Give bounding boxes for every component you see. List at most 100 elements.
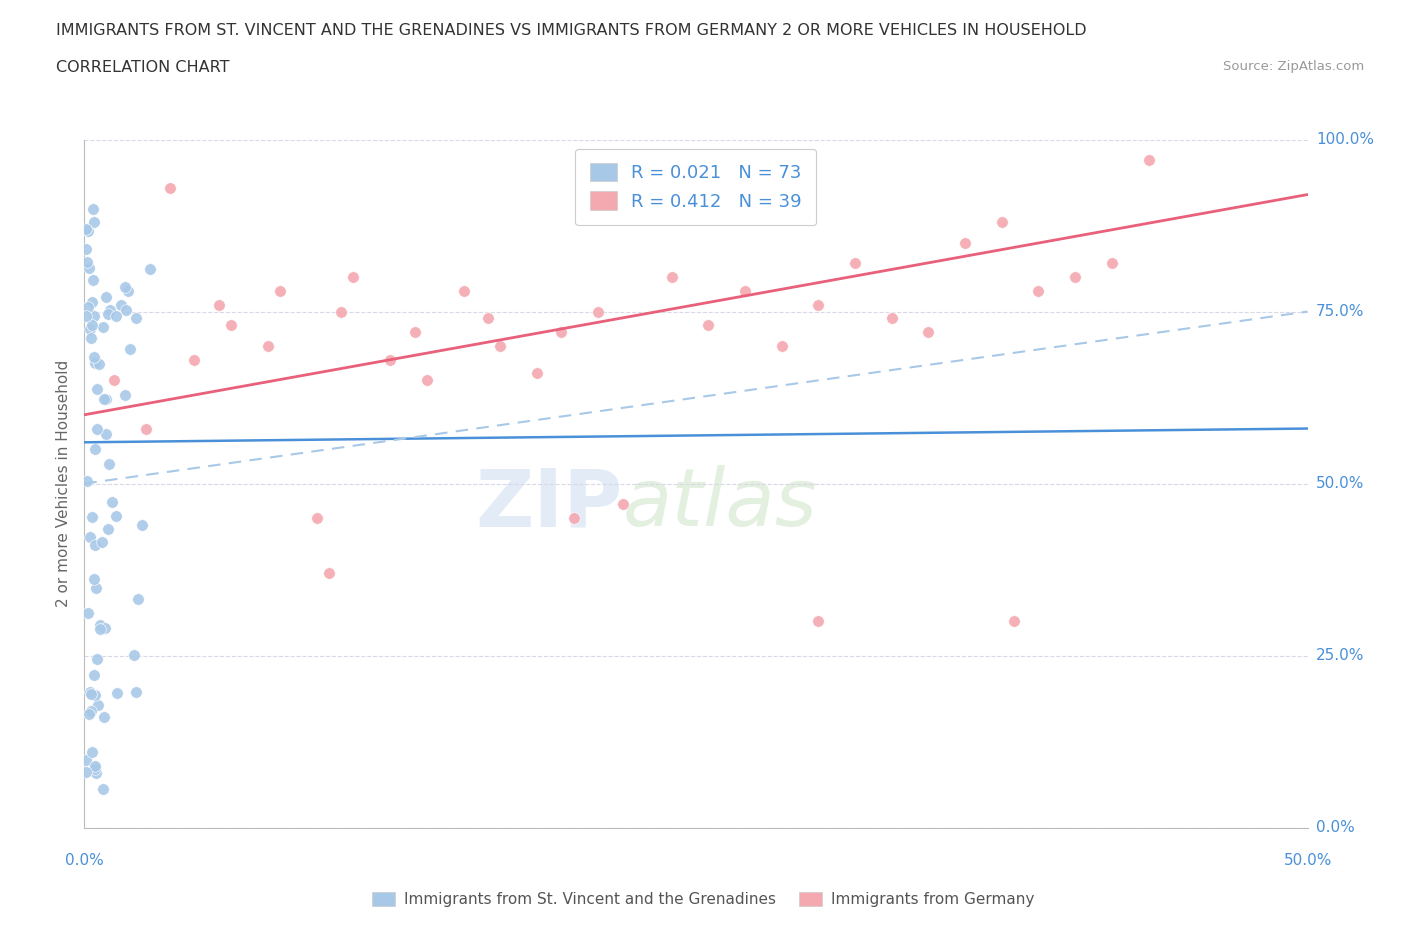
Point bbox=[79, 530, 101, 545]
Point bbox=[90, 534, 112, 549]
Point bbox=[416, 373, 439, 388]
Point bbox=[89, 621, 111, 636]
Point bbox=[86, 381, 108, 396]
Point bbox=[82, 202, 104, 217]
Point bbox=[101, 495, 124, 510]
Point bbox=[84, 442, 107, 457]
Point bbox=[84, 765, 107, 780]
Point bbox=[76, 255, 98, 270]
Text: 0.0%: 0.0% bbox=[65, 853, 104, 868]
Point bbox=[697, 318, 720, 333]
Point bbox=[135, 421, 157, 436]
Point bbox=[79, 686, 101, 701]
Point bbox=[127, 591, 149, 606]
Point bbox=[87, 356, 110, 371]
Point bbox=[219, 318, 242, 333]
Text: atlas: atlas bbox=[623, 465, 817, 543]
Point bbox=[953, 235, 976, 250]
Text: 100.0%: 100.0% bbox=[1316, 132, 1374, 147]
Point bbox=[734, 284, 756, 299]
Point bbox=[79, 322, 101, 337]
Point bbox=[257, 339, 280, 353]
Point bbox=[807, 614, 830, 629]
Point bbox=[86, 422, 108, 437]
Point bbox=[84, 580, 107, 595]
Point bbox=[269, 284, 291, 299]
Point bbox=[1064, 270, 1087, 285]
Point bbox=[122, 648, 145, 663]
Point bbox=[96, 392, 118, 406]
Point bbox=[76, 299, 98, 314]
Point bbox=[83, 538, 105, 552]
Point bbox=[75, 309, 97, 324]
Point bbox=[125, 684, 148, 699]
Point bbox=[114, 302, 136, 317]
Point bbox=[91, 320, 114, 335]
Point bbox=[98, 302, 121, 317]
Point bbox=[125, 311, 148, 325]
Point bbox=[96, 522, 118, 537]
Point bbox=[82, 317, 104, 332]
Point bbox=[75, 764, 97, 779]
Point bbox=[1028, 284, 1050, 299]
Point bbox=[342, 270, 364, 285]
Point bbox=[80, 510, 103, 525]
Point bbox=[75, 242, 97, 257]
Text: 50.0%: 50.0% bbox=[1316, 476, 1364, 491]
Point bbox=[94, 290, 117, 305]
Point bbox=[917, 325, 939, 339]
Point bbox=[87, 698, 110, 712]
Point bbox=[550, 325, 572, 339]
Point bbox=[844, 256, 866, 271]
Point bbox=[318, 565, 340, 580]
Text: 50.0%: 50.0% bbox=[1284, 853, 1331, 868]
Point bbox=[380, 352, 402, 367]
Point bbox=[477, 311, 499, 325]
Point bbox=[117, 284, 139, 299]
Point bbox=[131, 517, 153, 532]
Point bbox=[183, 352, 205, 367]
Y-axis label: 2 or more Vehicles in Household: 2 or more Vehicles in Household bbox=[56, 360, 72, 607]
Point bbox=[991, 215, 1014, 230]
Point bbox=[661, 270, 683, 285]
Point bbox=[330, 304, 353, 319]
Point bbox=[83, 759, 105, 774]
Point bbox=[562, 511, 585, 525]
Point bbox=[83, 668, 105, 683]
Text: CORRELATION CHART: CORRELATION CHART bbox=[56, 60, 229, 75]
Point bbox=[114, 280, 136, 295]
Point bbox=[86, 652, 108, 667]
Point bbox=[120, 341, 142, 356]
Point bbox=[83, 350, 105, 365]
Point bbox=[97, 307, 120, 322]
Point bbox=[770, 339, 793, 353]
Point bbox=[880, 311, 903, 325]
Text: IMMIGRANTS FROM ST. VINCENT AND THE GRENADINES VS IMMIGRANTS FROM GERMANY 2 OR M: IMMIGRANTS FROM ST. VINCENT AND THE GREN… bbox=[56, 23, 1087, 38]
Point bbox=[79, 684, 101, 699]
Point bbox=[104, 509, 127, 524]
Point bbox=[159, 180, 181, 195]
Point bbox=[105, 685, 128, 700]
Legend: R = 0.021   N = 73, R = 0.412   N = 39: R = 0.021 N = 73, R = 0.412 N = 39 bbox=[575, 149, 817, 225]
Text: 25.0%: 25.0% bbox=[1316, 648, 1364, 663]
Point bbox=[84, 687, 107, 702]
Point bbox=[77, 606, 100, 621]
Point bbox=[138, 261, 160, 276]
Point bbox=[79, 330, 101, 345]
Point bbox=[82, 744, 104, 759]
Point bbox=[80, 704, 103, 719]
Point bbox=[114, 388, 136, 403]
Point bbox=[89, 618, 111, 632]
Point bbox=[110, 298, 132, 312]
Point bbox=[77, 707, 100, 722]
Point bbox=[75, 222, 97, 237]
Point bbox=[489, 339, 512, 353]
Point bbox=[807, 298, 830, 312]
Text: 75.0%: 75.0% bbox=[1316, 304, 1364, 319]
Point bbox=[98, 457, 121, 472]
Point bbox=[82, 294, 104, 309]
Point bbox=[94, 427, 117, 442]
Point bbox=[84, 355, 107, 370]
Text: ZIP: ZIP bbox=[475, 465, 623, 543]
Text: 0.0%: 0.0% bbox=[1316, 820, 1354, 835]
